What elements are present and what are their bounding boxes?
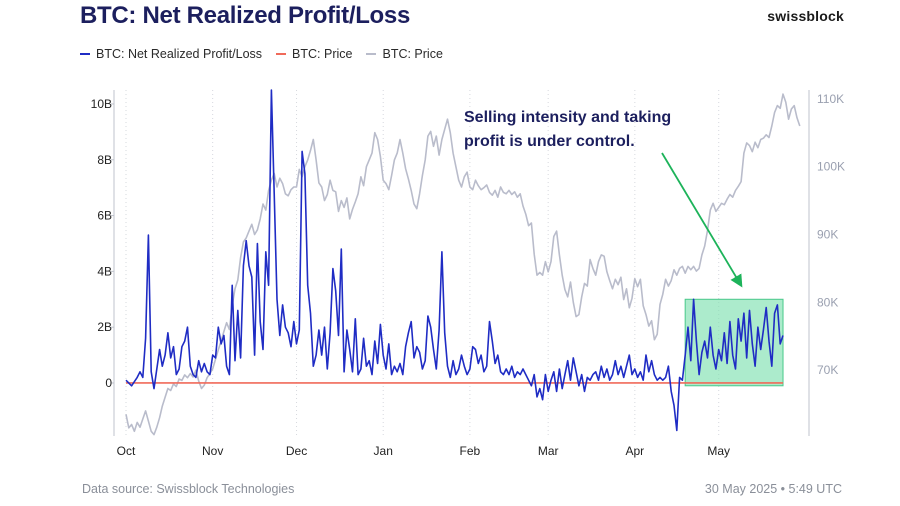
left-tick-label: 8B (97, 153, 112, 167)
right-axis: 70K 80K 90K 100K 110K (808, 90, 845, 436)
left-axis: 0 2B 4B 6B 8B 10B (91, 90, 115, 436)
timestamp: 30 May 2025 • 5:49 UTC (704, 482, 842, 496)
x-tick-label: Jan (374, 444, 393, 458)
x-tick-label: Dec (286, 444, 307, 458)
series-nrpl-line (125, 89, 784, 432)
left-tick-label: 2B (97, 320, 112, 334)
legend-item-price-zero[interactable]: BTC: Price (276, 47, 352, 61)
legend-item-price[interactable]: BTC: Price (366, 47, 443, 61)
left-tick-label: 10B (91, 97, 112, 111)
x-tick-label: Apr (625, 444, 644, 458)
x-tick-label: May (707, 444, 730, 458)
annotation-line-1: Selling intensity and taking (464, 109, 671, 126)
legend-swatch-price (366, 53, 377, 55)
grid-layer (125, 90, 720, 436)
annotation-line-2: profit is under control. (464, 133, 635, 150)
legend-swatch-price-zero (276, 53, 287, 55)
x-tick-label: Mar (538, 444, 559, 458)
right-tick-label: 70K (817, 363, 838, 377)
annotation-arrow (661, 152, 743, 288)
legend-label-price: BTC: Price (382, 47, 443, 61)
data-source: Data source: Swissblock Technologies (82, 482, 295, 496)
right-tick-label: 80K (817, 295, 838, 309)
right-tick-label: 100K (817, 160, 845, 174)
left-tick-label: 6B (97, 209, 112, 223)
chart-title: BTC: Net Realized Profit/Loss (80, 2, 411, 29)
right-tick-label: 90K (817, 228, 838, 242)
left-tick-label: 4B (97, 264, 112, 278)
x-tick-label: Feb (460, 444, 481, 458)
legend-label-nrpl: BTC: Net Realized Profit/Loss (96, 47, 263, 61)
right-tick-label: 110K (817, 92, 844, 106)
legend: BTC: Net Realized Profit/Loss BTC: Price… (80, 47, 443, 61)
x-tick-label: Oct (117, 444, 136, 458)
brand-logo: swissblock (767, 8, 844, 24)
legend-swatch-nrpl (80, 53, 90, 55)
x-axis: Oct Nov Dec Jan Feb Mar Apr May (117, 444, 730, 458)
legend-label-price-zero: BTC: Price (292, 47, 353, 61)
x-tick-label: Nov (202, 444, 223, 458)
series-btc-price-line (125, 93, 801, 436)
left-tick-label: 0 (105, 376, 112, 390)
legend-item-nrpl[interactable]: BTC: Net Realized Profit/Loss (80, 47, 262, 61)
